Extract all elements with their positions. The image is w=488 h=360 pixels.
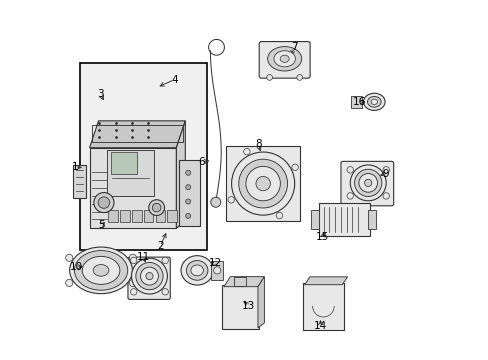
Polygon shape (89, 148, 176, 228)
Circle shape (145, 273, 153, 280)
Ellipse shape (367, 96, 380, 107)
Ellipse shape (74, 251, 127, 290)
FancyBboxPatch shape (310, 210, 319, 229)
FancyBboxPatch shape (367, 210, 376, 229)
Ellipse shape (93, 265, 109, 276)
Circle shape (130, 289, 137, 295)
Circle shape (266, 75, 272, 80)
Ellipse shape (273, 51, 295, 67)
FancyBboxPatch shape (226, 146, 299, 221)
Circle shape (148, 200, 164, 216)
Ellipse shape (69, 247, 132, 294)
Circle shape (364, 179, 371, 186)
Circle shape (238, 159, 287, 208)
Text: 12: 12 (208, 258, 221, 268)
Ellipse shape (363, 93, 384, 111)
FancyBboxPatch shape (108, 210, 118, 222)
Circle shape (346, 193, 353, 199)
Circle shape (129, 254, 136, 261)
Polygon shape (258, 276, 264, 328)
Circle shape (382, 193, 388, 199)
Circle shape (255, 176, 270, 191)
FancyBboxPatch shape (222, 285, 259, 329)
FancyBboxPatch shape (211, 261, 223, 280)
Circle shape (243, 148, 249, 155)
Circle shape (131, 258, 167, 294)
Polygon shape (304, 277, 347, 285)
FancyBboxPatch shape (120, 210, 129, 222)
Ellipse shape (186, 261, 207, 280)
Circle shape (354, 169, 381, 197)
FancyBboxPatch shape (106, 150, 154, 196)
FancyBboxPatch shape (132, 210, 142, 222)
Text: 7: 7 (291, 42, 297, 52)
Circle shape (231, 152, 294, 215)
Circle shape (185, 170, 190, 175)
Ellipse shape (82, 256, 120, 284)
Polygon shape (176, 121, 185, 228)
FancyBboxPatch shape (340, 161, 393, 206)
Ellipse shape (190, 265, 203, 276)
Circle shape (152, 203, 161, 212)
FancyBboxPatch shape (155, 210, 165, 222)
Ellipse shape (267, 46, 301, 71)
Polygon shape (89, 121, 185, 148)
Text: 15: 15 (315, 232, 328, 242)
Text: 1: 1 (72, 162, 79, 172)
Ellipse shape (280, 55, 288, 62)
Circle shape (140, 267, 158, 285)
FancyBboxPatch shape (318, 203, 369, 236)
FancyBboxPatch shape (259, 41, 309, 78)
Circle shape (358, 174, 377, 192)
Text: 4: 4 (171, 75, 178, 85)
Circle shape (349, 165, 386, 201)
FancyBboxPatch shape (73, 165, 86, 198)
Circle shape (130, 257, 137, 264)
Ellipse shape (370, 99, 377, 104)
Circle shape (162, 257, 168, 264)
Circle shape (94, 193, 114, 213)
FancyBboxPatch shape (143, 210, 153, 222)
Text: 5: 5 (98, 220, 105, 230)
Text: 9: 9 (382, 168, 388, 179)
FancyBboxPatch shape (233, 277, 245, 285)
FancyBboxPatch shape (111, 152, 137, 174)
Circle shape (227, 197, 234, 203)
Text: 2: 2 (157, 241, 163, 251)
FancyBboxPatch shape (128, 257, 170, 300)
Text: 14: 14 (313, 321, 326, 331)
Circle shape (185, 199, 190, 204)
Polygon shape (224, 276, 264, 287)
Ellipse shape (181, 256, 213, 285)
Circle shape (291, 164, 298, 171)
FancyBboxPatch shape (178, 159, 199, 226)
Circle shape (210, 197, 221, 207)
Circle shape (296, 75, 302, 80)
Circle shape (382, 167, 388, 173)
Text: 11: 11 (137, 252, 150, 262)
Circle shape (185, 185, 190, 190)
Circle shape (276, 212, 282, 219)
Circle shape (98, 197, 109, 208)
Circle shape (136, 262, 163, 290)
Circle shape (65, 279, 73, 287)
FancyBboxPatch shape (80, 63, 206, 250)
Circle shape (129, 279, 136, 287)
FancyBboxPatch shape (302, 283, 344, 329)
Circle shape (65, 254, 73, 261)
Text: 6: 6 (198, 157, 204, 167)
Text: 16: 16 (352, 97, 365, 107)
Circle shape (185, 213, 190, 219)
FancyBboxPatch shape (351, 96, 361, 108)
Text: 3: 3 (97, 89, 103, 99)
Circle shape (213, 267, 221, 274)
Text: 13: 13 (242, 301, 255, 311)
Circle shape (245, 166, 280, 201)
Circle shape (346, 167, 353, 173)
Circle shape (162, 289, 168, 295)
FancyBboxPatch shape (167, 210, 177, 222)
Text: 8: 8 (254, 139, 261, 149)
Text: 10: 10 (69, 262, 82, 272)
